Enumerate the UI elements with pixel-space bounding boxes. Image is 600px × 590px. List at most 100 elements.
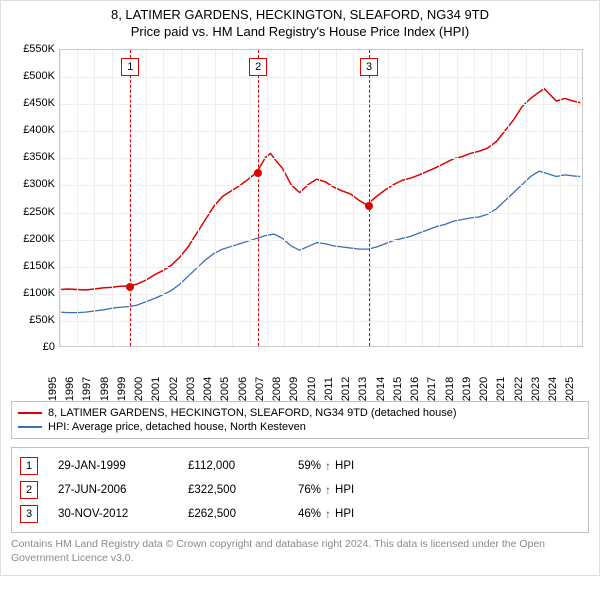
x-tick-label: 2007 — [254, 377, 266, 401]
event-row: 330-NOV-2012£262,50046%↑HPI — [20, 502, 580, 526]
event-number-box: 2 — [249, 58, 267, 76]
x-tick-label: 2018 — [444, 377, 456, 401]
gridline-h — [60, 77, 582, 78]
x-tick-label: 2019 — [461, 377, 473, 401]
footnote: Contains HM Land Registry data © Crown c… — [11, 537, 589, 565]
x-tick-label: 1996 — [64, 377, 76, 401]
gridline-v — [301, 50, 302, 346]
event-pct: 59% ↑ HPI — [298, 459, 354, 473]
events-table: 129-JAN-1999£112,00059%↑HPI227-JUN-2006£… — [11, 447, 589, 533]
event-date: 29-JAN-1999 — [58, 460, 168, 472]
legend: 8, LATIMER GARDENS, HECKINGTON, SLEAFORD… — [11, 401, 589, 439]
event-pct: 76%↑HPI — [298, 483, 354, 497]
gridline-h — [60, 213, 582, 214]
x-tick-label: 2004 — [202, 377, 214, 401]
x-tick-label: 1995 — [47, 377, 59, 401]
gridline-v — [336, 50, 337, 346]
legend-swatch — [18, 412, 42, 414]
y-tick-label: £200K — [11, 233, 55, 245]
x-tick-label: 2002 — [168, 377, 180, 401]
event-price: £322,500 — [188, 484, 278, 496]
event-price: £112,000 — [188, 460, 278, 472]
x-tick-label: 2016 — [409, 377, 421, 401]
y-tick-label: £0 — [11, 341, 55, 353]
legend-item: 8, LATIMER GARDENS, HECKINGTON, SLEAFORD… — [18, 406, 582, 420]
event-row: 129-JAN-1999£112,00059%↑HPI — [20, 454, 580, 478]
x-tick-label: 2008 — [271, 377, 283, 401]
gridline-v — [388, 50, 389, 346]
gridline-v — [543, 50, 544, 346]
x-tick-label: 2020 — [478, 377, 490, 401]
y-tick-label: £500K — [11, 70, 55, 82]
gridline-h — [60, 321, 582, 322]
event-date: 27-JUN-2006 — [58, 484, 168, 496]
event-hpi-label: HPI — [335, 484, 354, 496]
x-tick-label: 2003 — [185, 377, 197, 401]
x-tick-label: 2005 — [219, 377, 231, 401]
y-tick-label: £300K — [11, 178, 55, 190]
gridline-v — [284, 50, 285, 346]
y-tick-label: £150K — [11, 260, 55, 272]
gridline-h — [60, 158, 582, 159]
gridline-v — [163, 50, 164, 346]
gridline-v — [181, 50, 182, 346]
gridline-v — [267, 50, 268, 346]
event-dot — [254, 169, 262, 177]
event-number-box: 1 — [121, 58, 139, 76]
series-line-property — [60, 89, 580, 290]
event-dash — [258, 50, 259, 346]
event-date: 30-NOV-2012 — [58, 508, 168, 520]
event-dot — [365, 202, 373, 210]
x-tick-label: 2024 — [547, 377, 559, 401]
x-tick-label: 2023 — [530, 377, 542, 401]
x-tick-label: 2006 — [237, 377, 249, 401]
gridline-h — [60, 185, 582, 186]
y-tick-label: £50K — [11, 314, 55, 326]
chart-subtitle: Price paid vs. HM Land Registry's House … — [11, 24, 589, 39]
x-tick-label: 2015 — [392, 377, 404, 401]
event-pct-value: 59% — [298, 460, 321, 472]
gridline-v — [422, 50, 423, 346]
gridline-v — [215, 50, 216, 346]
event-row-number: 3 — [20, 505, 38, 523]
gridline-v — [77, 50, 78, 346]
y-tick-label: £550K — [11, 43, 55, 55]
y-tick-label: £400K — [11, 124, 55, 136]
x-tick-label: 2017 — [426, 377, 438, 401]
x-tick-label: 2011 — [323, 377, 335, 401]
arrow-up-icon: ↑ — [325, 483, 331, 497]
gridline-v — [370, 50, 371, 346]
gridline-v — [405, 50, 406, 346]
gridline-h — [60, 267, 582, 268]
gridline-v — [508, 50, 509, 346]
series-line-hpi — [60, 171, 580, 313]
gridline-h — [60, 104, 582, 105]
gridline-v — [198, 50, 199, 346]
event-number-box: 3 — [360, 58, 378, 76]
event-pct: 46%↑HPI — [298, 507, 354, 521]
gridline-v — [491, 50, 492, 346]
event-row: 227-JUN-2006£322,50076%↑HPI — [20, 478, 580, 502]
event-hpi-label: HPI — [335, 460, 354, 472]
series-svg — [60, 50, 582, 346]
arrow-up-icon: ↑ — [325, 459, 331, 473]
gridline-v — [112, 50, 113, 346]
gridline-h — [60, 294, 582, 295]
arrow-up-icon: ↑ — [325, 507, 331, 521]
y-tick-label: £100K — [11, 287, 55, 299]
x-tick-label: 2021 — [495, 377, 507, 401]
y-tick-label: £450K — [11, 97, 55, 109]
legend-label: 8, LATIMER GARDENS, HECKINGTON, SLEAFORD… — [48, 407, 457, 419]
gridline-v — [250, 50, 251, 346]
event-dot — [126, 283, 134, 291]
chart-card: 8, LATIMER GARDENS, HECKINGTON, SLEAFORD… — [0, 0, 600, 576]
gridline-h — [60, 240, 582, 241]
x-tick-label: 2013 — [357, 377, 369, 401]
event-dash — [369, 50, 370, 346]
gridline-v — [232, 50, 233, 346]
gridline-h — [60, 131, 582, 132]
gridline-v — [146, 50, 147, 346]
gridline-v — [439, 50, 440, 346]
event-row-number: 2 — [20, 481, 38, 499]
x-tick-label: 1998 — [99, 377, 111, 401]
